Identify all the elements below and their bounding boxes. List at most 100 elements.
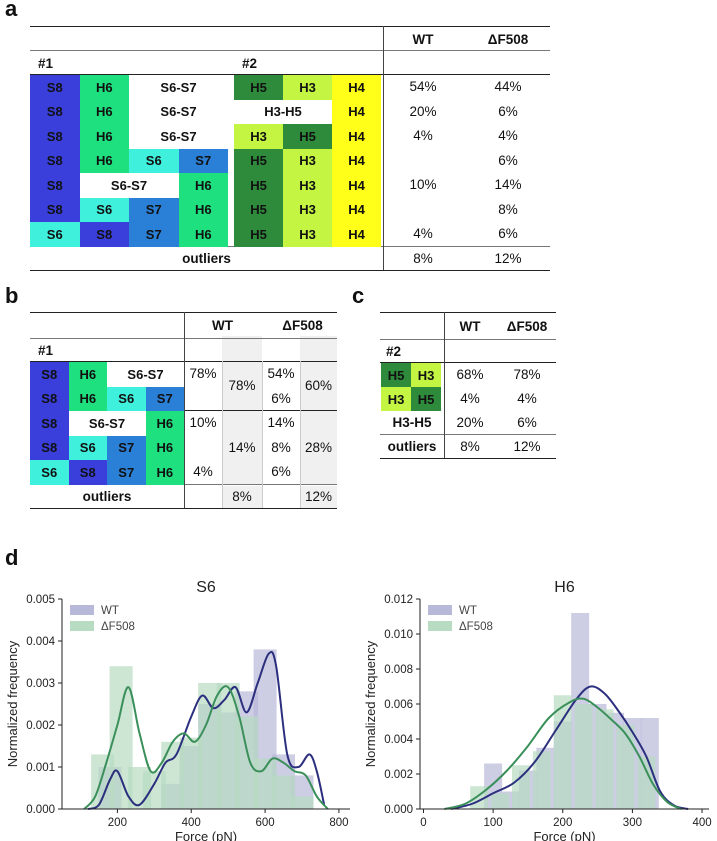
table-c-cell: H5 — [381, 363, 411, 387]
y-axis-label: Normalized frequency — [363, 640, 378, 767]
table-c-wt-value: 4% — [460, 391, 480, 406]
table-c-cell: H5 — [411, 387, 441, 411]
table-b-cell: S6-S7 — [107, 362, 184, 387]
table-b-cell: H6 — [145, 411, 184, 436]
table-c-wt-value: 20% — [456, 415, 484, 430]
panel-letter-d: d — [5, 545, 19, 570]
table-a-cell: S8 — [79, 222, 129, 247]
table-a-cell: H3 — [283, 222, 332, 247]
table-c-cell: H3 — [381, 387, 411, 411]
table-c-wt-value: 68% — [456, 367, 484, 382]
table-b-cell: S6 — [68, 435, 107, 460]
table-a-outliers-df508: 12% — [494, 251, 522, 266]
table-a-group1-label: #1 — [38, 56, 54, 71]
table-b-cell: S8 — [68, 460, 107, 485]
table-a-cell: S8 — [30, 197, 80, 222]
table-b-df-group2: 28% — [304, 440, 333, 455]
hist-bar — [161, 741, 185, 809]
kde-line — [83, 685, 329, 810]
table-b-df508-value: 6% — [271, 390, 291, 406]
table-a-cell: H3 — [283, 173, 332, 198]
legend-swatch-wt — [70, 605, 94, 615]
table-a-cell: H4 — [332, 197, 381, 222]
table-b-df-group1: 60% — [304, 378, 333, 393]
hist-bar — [532, 751, 551, 809]
hist-bar — [616, 725, 635, 809]
x-tick-label: 300 — [623, 817, 642, 829]
hist-bar — [179, 737, 203, 809]
table-a-cell: H6 — [79, 124, 129, 149]
hist-bar — [235, 716, 259, 809]
table-a-wt-value: 4% — [413, 128, 433, 143]
table-a-cell: H5 — [234, 197, 283, 222]
table-a-wt-value: 20% — [409, 103, 437, 119]
legend-label-df508: ΔF508 — [459, 621, 493, 633]
hist-bar — [109, 666, 133, 809]
table-a-df508-value: 44% — [494, 79, 522, 94]
table-b-cell: S6-S7 — [68, 411, 146, 436]
table-c-df508-value: 78% — [513, 367, 541, 382]
table-a-cell: S8 — [30, 75, 80, 100]
hist-bar — [574, 704, 593, 809]
table-b-cell: S8 — [30, 411, 69, 436]
hist-bar — [198, 683, 222, 809]
table-a-df508-value: 4% — [498, 128, 518, 143]
table-b-outliers-df508: 12% — [304, 489, 333, 504]
table-a-cell: H5 — [234, 173, 283, 198]
table-c-row-label: H3-H5 — [392, 415, 432, 430]
table-b-df508-value: 54% — [267, 366, 295, 381]
table-b-cell: S8 — [30, 435, 69, 460]
table-a-cell: S7 — [178, 148, 228, 173]
legend-swatch-df508 — [428, 621, 452, 631]
x-tick-label: 200 — [108, 817, 127, 829]
table-a-cell: S7 — [129, 222, 179, 247]
table-b-cell: H6 — [68, 362, 107, 387]
table-b-cell: S7 — [107, 460, 146, 485]
table-a-cell: S8 — [30, 148, 80, 173]
hist-bar — [491, 793, 510, 809]
y-tick-label: 0.000 — [26, 804, 55, 816]
x-tick-label: 0 — [420, 817, 426, 829]
hist-bar — [142, 771, 166, 809]
table-b-wt-group1: 78% — [228, 378, 256, 393]
table-a-df508-value: 6% — [498, 103, 518, 119]
legend-swatch-wt — [428, 605, 452, 615]
x-axis-label: Force (pN) — [533, 829, 595, 841]
table-b-outliers-label: outliers — [82, 489, 132, 504]
table-b-df508-value: 8% — [271, 439, 291, 455]
table-c-df508-value: 4% — [517, 391, 537, 406]
table-a-cell: H3 — [283, 197, 332, 222]
hist-bar — [216, 683, 240, 809]
table-a-cell: S7 — [129, 197, 179, 222]
x-tick-label: 800 — [329, 817, 348, 829]
table-a-cell: S6-S7 — [79, 173, 179, 198]
table-b-cell: S7 — [145, 386, 184, 411]
table-a-cell: S6-S7 — [129, 99, 228, 124]
hist-bar — [511, 765, 530, 809]
table-a-cell: H4 — [332, 75, 381, 100]
chart-title: S6 — [196, 579, 216, 596]
kde-line — [451, 685, 689, 810]
table-b-outliers-wt: 8% — [232, 489, 252, 504]
table-a-cell: H4 — [332, 148, 381, 173]
table-b-cell: S7 — [107, 435, 146, 460]
x-tick-label: 600 — [255, 817, 274, 829]
panel-letter-a: a — [5, 0, 18, 21]
table-a-wt-value: 10% — [409, 177, 437, 192]
x-axis-label: Force (pN) — [175, 829, 237, 841]
chart-title: H6 — [554, 579, 575, 596]
x-tick-label: 400 — [182, 817, 201, 829]
legend-swatch-df508 — [70, 621, 94, 631]
table-a-cell: H4 — [332, 124, 381, 149]
y-tick-label: 0.006 — [384, 699, 413, 711]
table-b-group1-label: #1 — [38, 343, 54, 358]
kde-line — [444, 697, 682, 810]
table-b-col-df508: ΔF508 — [282, 318, 323, 333]
y-axis-label: Normalized frequency — [5, 640, 20, 767]
table-b-cell: S8 — [30, 362, 69, 387]
legend-label-wt: WT — [101, 605, 119, 617]
table-b-cell: H6 — [145, 435, 184, 460]
table-b-col-wt: WT — [212, 318, 233, 333]
table-b-cell: S8 — [30, 386, 69, 411]
table-a-cell: S8 — [30, 124, 80, 149]
